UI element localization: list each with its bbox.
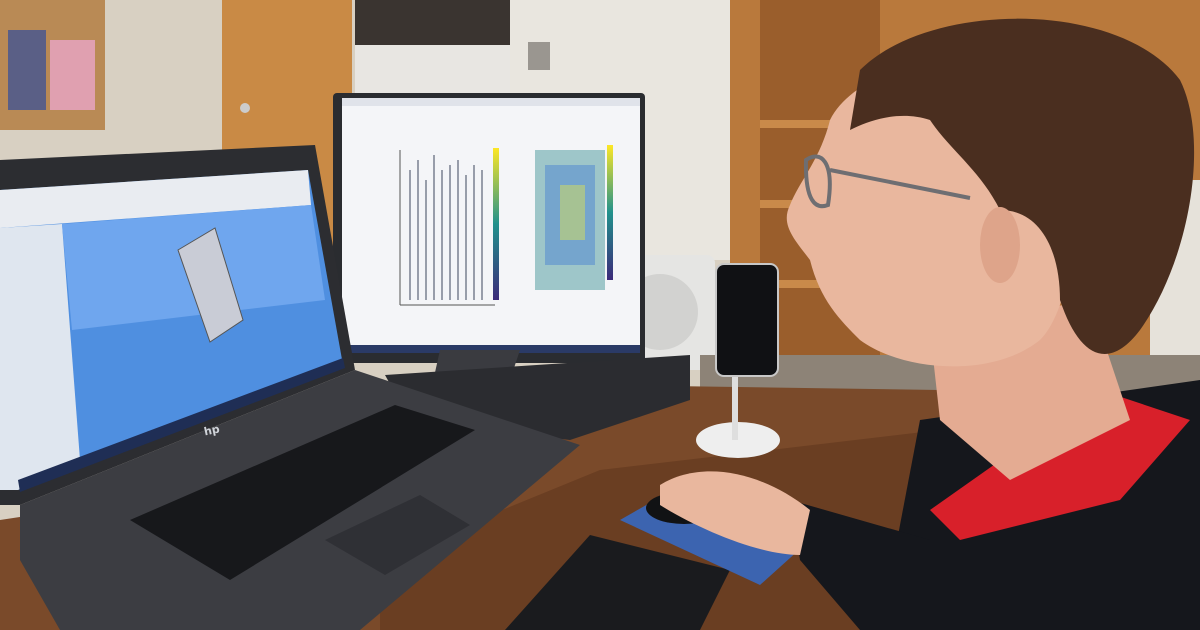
external-keyboard (505, 535, 730, 630)
smartphone (715, 263, 779, 377)
laptop-touchpad (325, 495, 470, 575)
hair (850, 18, 1195, 355)
glasses (803, 154, 971, 209)
monitor-right-plot (535, 145, 613, 290)
laptop-3d-model (177, 227, 244, 343)
person (660, 18, 1200, 630)
monitor-left-plot (399, 148, 499, 306)
arm (790, 500, 930, 630)
shirt (930, 390, 1190, 540)
hand (660, 471, 810, 555)
laptop-keyboard (130, 405, 475, 580)
ear (980, 207, 1020, 283)
